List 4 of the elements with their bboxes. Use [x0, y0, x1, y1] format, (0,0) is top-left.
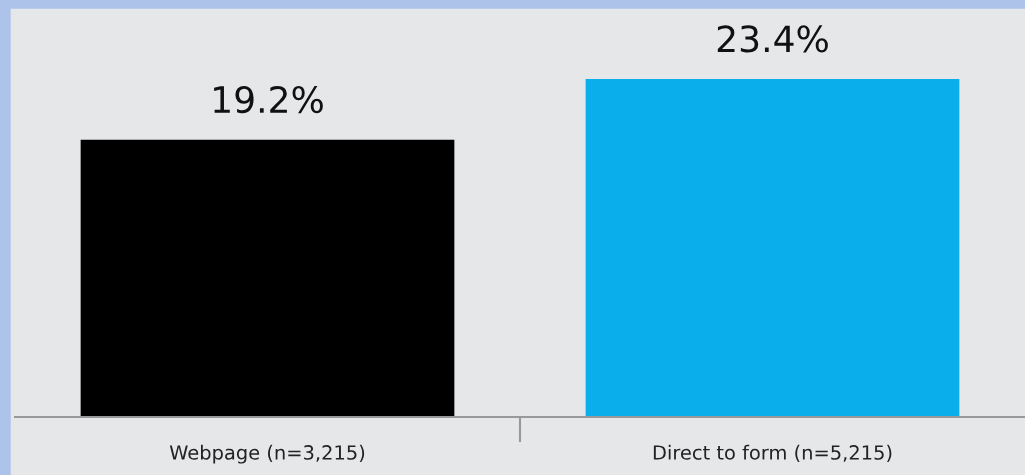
- x-tick-label: Direct to form (n=5,215): [653, 444, 892, 463]
- data-label: 23.4%: [717, 25, 828, 53]
- data-label: 19.2%: [214, 85, 323, 114]
- x-tick-label: Webpage (n=3,215): [169, 444, 365, 464]
